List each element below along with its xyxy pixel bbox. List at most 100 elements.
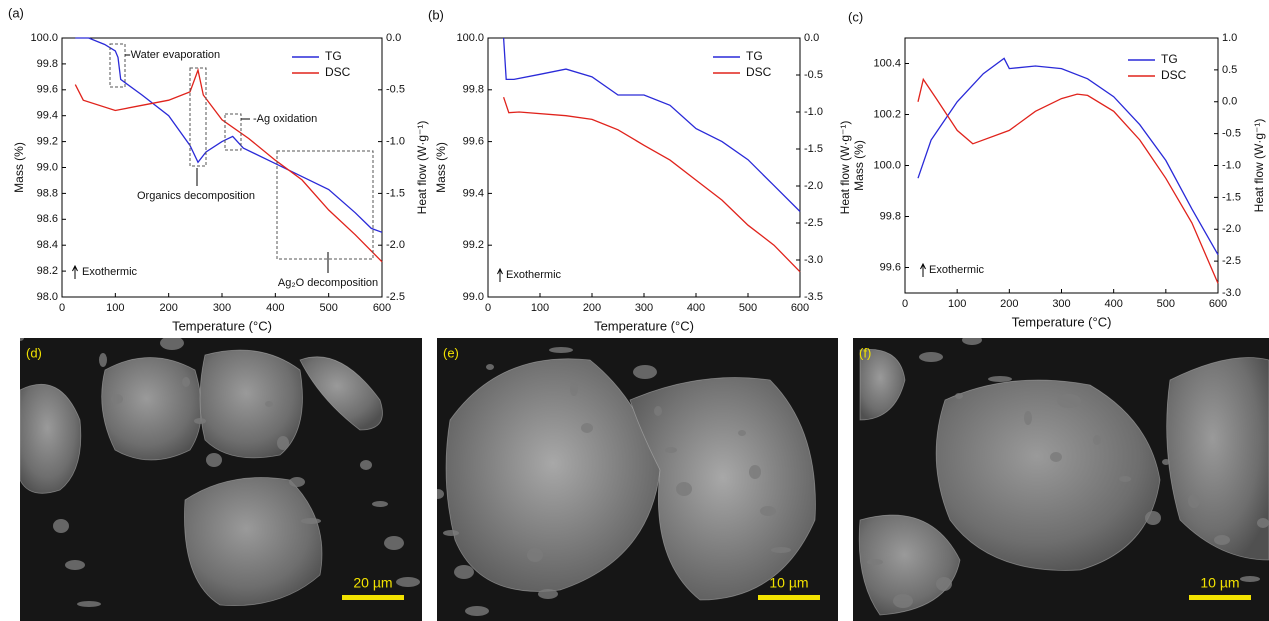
x-axis-title: Temperature (°C) (172, 318, 272, 333)
highlight-box (276, 150, 374, 260)
panel-label: (e) (443, 345, 459, 360)
y-tick-label: 99.6 (37, 84, 58, 96)
fragment (289, 477, 305, 487)
panel-label: (b) (428, 7, 444, 22)
fragment (527, 548, 543, 562)
series-line (74, 67, 383, 263)
fragment (1145, 511, 1161, 525)
legend-label: TG (1161, 52, 1178, 66)
fragment (771, 547, 791, 553)
fragment (111, 394, 123, 404)
y2-tick-label: -1.5 (804, 143, 823, 155)
x-tick-label: 200 (583, 302, 601, 314)
annotation: Ag₂O decomposition (278, 277, 378, 289)
y-tick-label: 100.0 (30, 32, 58, 44)
y2-tick-label: -1.5 (1222, 191, 1241, 203)
panel-label: (d) (26, 345, 42, 360)
fragment (182, 377, 190, 387)
fragment (437, 489, 444, 499)
annotation: -Ag oxidation (253, 113, 317, 125)
fragment (160, 338, 184, 350)
y2-tick-label: -0.5 (1222, 128, 1241, 140)
x-tick-label: 200 (159, 302, 177, 314)
scale-bar (1189, 595, 1251, 600)
scale-bar (758, 595, 820, 600)
particle (101, 357, 202, 461)
x-axis-title: Temperature (°C) (594, 318, 694, 333)
fragment (919, 352, 943, 362)
sem-content (853, 338, 1269, 621)
x-tick-label: 500 (319, 302, 337, 314)
y-tick-label: 98.6 (37, 213, 58, 225)
y2-tick-label: -0.5 (804, 69, 823, 81)
particle (935, 379, 1161, 571)
y2-tick-label: -2.5 (804, 217, 823, 229)
x-tick-label: 400 (1104, 298, 1122, 310)
y-tick-label: 99.8 (37, 58, 58, 70)
y2-tick-label: -1.0 (1222, 159, 1241, 171)
legend-label: TG (325, 49, 342, 63)
fragment (676, 482, 692, 496)
fragment (893, 594, 913, 608)
x-tick-label: 0 (485, 302, 491, 314)
sem-image: (e) 10 µm (437, 338, 838, 621)
particle (199, 349, 303, 459)
y2-tick-label: -1.5 (386, 187, 405, 199)
fragment (1188, 494, 1200, 508)
fragment (1024, 411, 1032, 425)
particle (20, 383, 82, 494)
y2-tick-label: 1.0 (1222, 32, 1237, 44)
fragment (1257, 518, 1269, 528)
fragment (1093, 435, 1101, 445)
exothermic-arrow (72, 264, 78, 279)
x-tick-label: 0 (902, 298, 908, 310)
fragment (384, 536, 404, 550)
x-tick-label: 0 (59, 302, 65, 314)
annotation: Exothermic (929, 264, 985, 276)
y-tick-label: 99.0 (463, 291, 484, 303)
scale-bar-label: 10 µm (769, 575, 808, 591)
x-axis-title: Temperature (°C) (1012, 314, 1112, 329)
fragment (760, 506, 776, 516)
fragment (360, 460, 372, 470)
y2-tick-label: 0.0 (804, 32, 819, 44)
y-tick-label: 99.4 (463, 187, 484, 199)
fragment (570, 382, 578, 396)
particle (859, 348, 906, 421)
fragment (1050, 452, 1062, 462)
fragment (955, 393, 963, 399)
fragment (654, 406, 662, 416)
legend-label: DSC (746, 65, 772, 79)
fragment (867, 559, 883, 565)
fragment (20, 338, 24, 341)
highlight-box (109, 43, 126, 88)
x-tick-label: 300 (635, 302, 653, 314)
x-tick-label: 400 (266, 302, 284, 314)
fragment (53, 519, 69, 533)
fragment (538, 589, 558, 599)
legend-label: TG (746, 49, 763, 63)
x-tick-label: 100 (106, 302, 124, 314)
sem-content (20, 338, 422, 621)
y2-tick-label: -1.0 (804, 106, 823, 118)
fragment (936, 577, 952, 591)
annotation: Organics decomposition (137, 190, 255, 202)
y-tick-label: 99.8 (463, 84, 484, 96)
y2-tick-label: -2.5 (1222, 255, 1241, 267)
y-tick-label: 100.0 (456, 32, 484, 44)
y2-tick-label: 0.5 (1222, 64, 1237, 76)
annotation: Exothermic (82, 266, 138, 278)
fragment (962, 338, 982, 345)
y2-axis-title: Heat flow (W·g⁻¹) (1252, 119, 1266, 213)
y-tick-label: 99.8 (880, 210, 901, 222)
x-tick-label: 500 (1157, 298, 1175, 310)
fragment (396, 577, 420, 587)
y-tick-label: 99.6 (463, 136, 484, 148)
series-line (75, 37, 383, 233)
fragment (581, 423, 593, 433)
fragment (1057, 394, 1081, 408)
y2-tick-label: -2.0 (386, 239, 405, 251)
y-tick-label: 99.2 (37, 136, 58, 148)
x-tick-label: 300 (213, 302, 231, 314)
